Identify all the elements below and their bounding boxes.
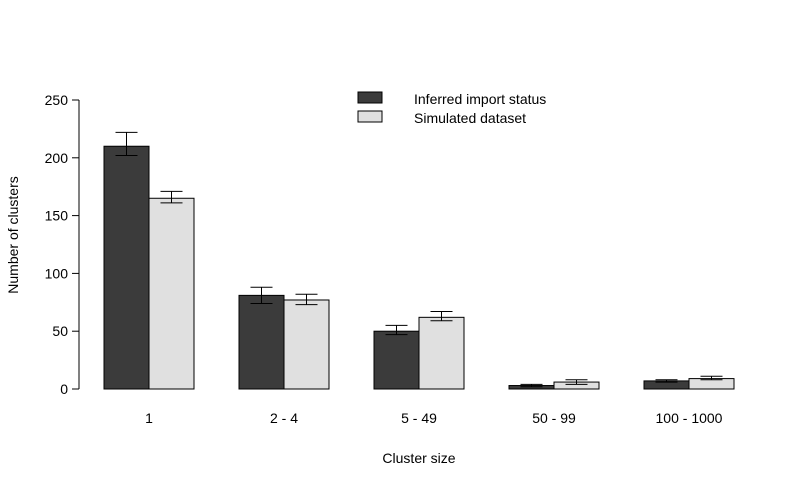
y-tick-label: 50 — [52, 323, 68, 339]
bar — [238, 294, 285, 390]
x-axis-tick-labels: 1 2 - 4 5 - 49 50 - 99 100 - 1000 — [145, 410, 723, 426]
legend-swatch-inferred — [357, 91, 383, 104]
bar — [373, 330, 420, 390]
y-tick-label: 200 — [45, 150, 69, 166]
legend-label-inferred: Inferred import status — [414, 91, 546, 107]
y-tick-label: 250 — [45, 92, 69, 108]
x-tick-label: 1 — [145, 410, 153, 426]
legend: Inferred import status Simulated dataset — [357, 91, 546, 126]
y-axis-label: Number of clusters — [5, 176, 21, 293]
y-tick-label: 100 — [45, 265, 69, 281]
bar — [283, 299, 330, 390]
bar — [103, 145, 150, 390]
legend-swatch-simulated — [357, 110, 383, 123]
x-tick-label: 5 - 49 — [401, 410, 437, 426]
y-tick-label: 150 — [45, 208, 69, 224]
legend-label-simulated: Simulated dataset — [414, 110, 526, 126]
x-tick-label: 100 - 1000 — [656, 410, 723, 426]
y-tick-label: 0 — [60, 381, 68, 397]
bar — [148, 197, 195, 390]
bars — [103, 145, 735, 390]
y-axis: 0 50 100 150 200 250 — [45, 92, 80, 397]
x-axis-label: Cluster size — [382, 450, 455, 466]
error-bars — [115, 131, 723, 388]
bar — [418, 316, 465, 390]
x-tick-label: 50 - 99 — [532, 410, 576, 426]
x-tick-label: 2 - 4 — [270, 410, 298, 426]
